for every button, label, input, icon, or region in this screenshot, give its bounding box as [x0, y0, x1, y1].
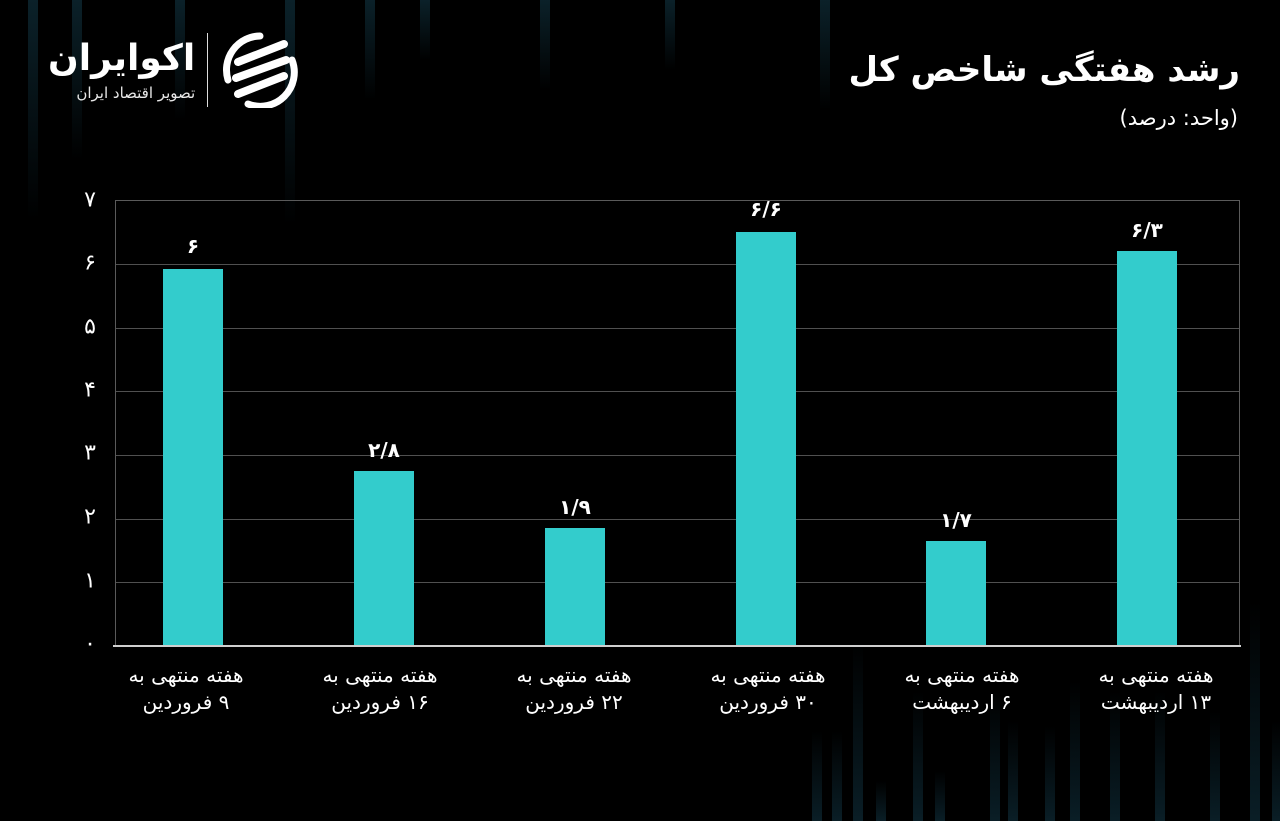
x-label: هفته منتهی به ۲۲ فروردین	[474, 662, 674, 716]
gridline-1	[116, 582, 1239, 583]
bar-value-label: ۱/۷	[940, 508, 972, 532]
brand-text: اکوایران تصویر اقتصاد ایران	[48, 37, 195, 103]
y-tick-1: ۱	[84, 568, 96, 594]
bar-value-label: ۱/۹	[559, 495, 591, 519]
gridline-2	[116, 519, 1239, 520]
x-label-line1: هفته منتهی به	[710, 663, 826, 687]
bar-2	[354, 471, 414, 646]
chart-title: رشد هفتگی شاخص کل	[848, 50, 1240, 90]
brand-logo: اکوایران تصویر اقتصاد ایران	[48, 30, 298, 110]
y-tick-4: ۴	[84, 377, 96, 403]
y-tick-5: ۵	[84, 314, 96, 340]
x-label: هفته منتهی به ۶ اردیبهشت	[862, 662, 1062, 716]
bar-value-label: ۶/۶	[750, 197, 782, 221]
gridline-5	[116, 328, 1239, 329]
bar-value-label: ۶/۳	[1131, 218, 1163, 242]
x-label-line2: ۹ فروردین	[142, 690, 230, 714]
gridline-3	[116, 455, 1239, 456]
x-label-line2: ۶ اردیبهشت	[912, 690, 1012, 714]
x-label: هفته منتهی به ۱۳ اردیبهشت	[1056, 662, 1256, 716]
x-label-line1: هفته منتهی به	[516, 663, 632, 687]
ecoiran-swoosh-icon	[223, 32, 298, 108]
x-axis-baseline	[113, 645, 1241, 647]
x-label-line1: هفته منتهی به	[904, 663, 1020, 687]
x-label: هفته منتهی به ۹ فروردین	[86, 662, 286, 716]
x-label-line2: ۲۲ فروردین	[525, 690, 623, 714]
chart-unit-subtitle: (واحد: درصد)	[1119, 106, 1238, 130]
y-tick-2: ۲	[84, 504, 96, 530]
x-label-line1: هفته منتهی به	[322, 663, 438, 687]
y-tick-0: ۰	[84, 631, 96, 657]
bar-5	[926, 541, 986, 646]
logo-divider	[207, 33, 209, 107]
y-tick-7: ۷	[84, 187, 96, 213]
bar-value-label: ۲/۸	[368, 438, 400, 462]
brand-name: اکوایران	[48, 38, 196, 79]
plot-area	[115, 200, 1240, 646]
x-label-line2: ۳۰ فروردین	[719, 690, 817, 714]
bar-3	[545, 528, 605, 646]
x-label: هفته منتهی به ۱۶ فروردین	[280, 662, 480, 716]
x-label-line1: هفته منتهی به	[1098, 663, 1214, 687]
x-label: هفته منتهی به ۳۰ فروردین	[668, 662, 868, 716]
x-label-line1: هفته منتهی به	[128, 663, 244, 687]
x-label-line2: ۱۶ فروردین	[331, 690, 429, 714]
bar-6	[1117, 251, 1177, 646]
bar-1	[163, 269, 223, 646]
gridline-6	[116, 264, 1239, 265]
bar-value-label: ۶	[186, 234, 200, 258]
brand-tagline: تصویر اقتصاد ایران	[76, 84, 196, 102]
gridline-4	[116, 391, 1239, 392]
y-tick-3: ۳	[84, 440, 96, 466]
bar-4	[736, 232, 796, 646]
y-tick-6: ۶	[84, 250, 96, 276]
x-label-line2: ۱۳ اردیبهشت	[1100, 690, 1212, 714]
